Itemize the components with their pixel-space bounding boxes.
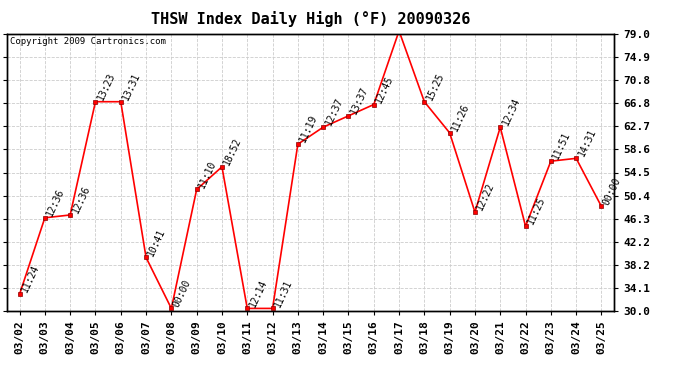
Text: 14:31: 14:31 xyxy=(576,128,598,158)
Text: THSW Index Daily High (°F) 20090326: THSW Index Daily High (°F) 20090326 xyxy=(151,11,470,27)
Text: 11:51: 11:51 xyxy=(551,130,572,161)
Text: 12:34: 12:34 xyxy=(500,96,522,127)
Text: 12:14: 12:14 xyxy=(247,278,268,308)
Text: 11:25: 11:25 xyxy=(526,195,547,226)
Text: 18:52: 18:52 xyxy=(222,136,244,167)
Text: 11:19: 11:19 xyxy=(298,113,319,144)
Text: 13:37: 13:37 xyxy=(348,85,370,116)
Text: 12:45: 12:45 xyxy=(374,74,395,105)
Text: 13:05: 13:05 xyxy=(0,374,1,375)
Text: 15:25: 15:25 xyxy=(424,71,446,102)
Text: 11:10: 11:10 xyxy=(197,159,218,189)
Text: 12:22: 12:22 xyxy=(475,181,496,212)
Text: 11:26: 11:26 xyxy=(450,102,471,133)
Text: 10:41: 10:41 xyxy=(146,226,168,258)
Text: Copyright 2009 Cartronics.com: Copyright 2009 Cartronics.com xyxy=(10,36,166,45)
Text: 11:24: 11:24 xyxy=(19,263,41,294)
Text: 00:00: 00:00 xyxy=(602,176,623,207)
Text: 00:00: 00:00 xyxy=(171,278,193,308)
Text: 12:37: 12:37 xyxy=(323,96,344,127)
Text: 12:36: 12:36 xyxy=(70,184,92,215)
Text: 11:31: 11:31 xyxy=(273,278,294,308)
Text: 13:31: 13:31 xyxy=(121,71,142,102)
Text: 12:36: 12:36 xyxy=(45,187,66,218)
Text: 13:23: 13:23 xyxy=(95,71,117,102)
